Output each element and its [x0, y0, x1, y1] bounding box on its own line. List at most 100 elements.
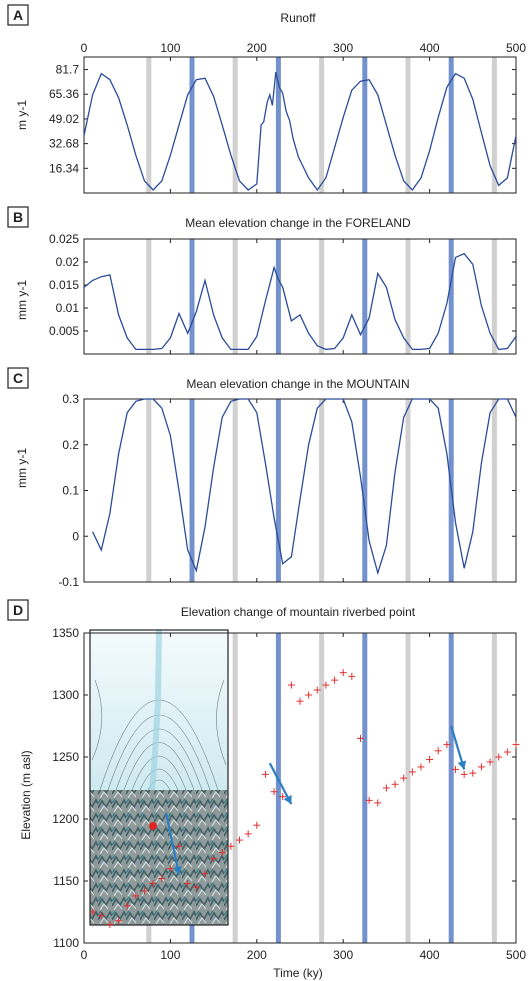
- gray-band-4: [491, 633, 497, 943]
- data-point: [218, 848, 226, 856]
- y-tick-label: 0.015: [49, 278, 79, 292]
- panel-d-label: D: [13, 602, 23, 618]
- data-point: [123, 902, 131, 910]
- data-point: [201, 870, 209, 878]
- panel-d-ylabel: Elevation (m asl): [19, 750, 33, 839]
- panel-d-xlabel: Time (ky): [273, 966, 323, 980]
- data-point: [434, 747, 442, 755]
- panel-b-title: Mean elevation change in the FORELAND: [185, 216, 411, 230]
- blue-band-0: [189, 399, 195, 582]
- data-point: [512, 741, 520, 749]
- panel-a-bands: [146, 57, 497, 193]
- panel-b-foreland-line: [83, 252, 517, 351]
- y-tick-label: 1300: [52, 688, 79, 702]
- data-point: [305, 691, 313, 699]
- data-point: [365, 796, 373, 804]
- x-tick-label: 200: [247, 41, 267, 55]
- panel-c-ylabel: mm y-1: [15, 448, 29, 488]
- panel-a: A Runoff m y-1 0 100 200 300 400 500 16.34 32.6…: [7, 4, 526, 194]
- gray-band-4: [491, 399, 497, 582]
- gray-band-1: [232, 633, 238, 943]
- y-tick-label: 0.02: [56, 255, 80, 269]
- data-point: [97, 912, 105, 920]
- data-point: [192, 883, 200, 891]
- gray-band-1: [232, 399, 238, 582]
- panel-c: C Mean elevation change in the MOUNTAIN …: [7, 367, 517, 589]
- blue-band-3: [448, 633, 454, 943]
- gray-band-3: [405, 57, 411, 193]
- y-tick-label: 0.2: [62, 438, 79, 452]
- data-point: [184, 879, 192, 887]
- panel-d-points: [89, 669, 520, 928]
- data-point: [227, 842, 235, 850]
- blue-band-0: [189, 239, 195, 354]
- inset-riverbed-point: [149, 822, 157, 830]
- blue-band-2: [362, 399, 368, 582]
- y-tick-label: 1250: [52, 750, 79, 764]
- data-point: [261, 770, 269, 778]
- trend-arrow-2: [450, 725, 467, 770]
- data-point: [356, 734, 364, 742]
- gray-band-4: [491, 57, 497, 193]
- data-point: [115, 917, 123, 925]
- data-point: [426, 755, 434, 763]
- panel-b-frame: [83, 238, 517, 355]
- x-tick-label: 0: [81, 948, 88, 962]
- panel-a-title: Runoff: [280, 11, 316, 25]
- trend-arrow-0: [165, 812, 182, 876]
- data-point: [452, 765, 460, 773]
- panel-c-mountain-line: [92, 398, 517, 576]
- data-point: [443, 741, 451, 749]
- data-point: [313, 686, 321, 694]
- panel-d-ticks: 0 100 200 300 400 500 1100 1150 1200 1250 1300 1350: [52, 626, 526, 962]
- panel-b: B Mean elevation change in the FORELAND …: [7, 206, 517, 355]
- gray-band-1: [232, 239, 238, 354]
- blue-band-1: [275, 633, 281, 943]
- panel-a-label-box: [7, 4, 29, 26]
- gray-band-0: [146, 239, 152, 354]
- data-point: [408, 768, 416, 776]
- data-point: [89, 908, 97, 916]
- panel-c-title: Mean elevation change in the MOUNTAIN: [186, 377, 409, 391]
- panel-a-frame: [83, 56, 517, 194]
- x-tick-label: 100: [160, 41, 180, 55]
- panel-d-arrows: [165, 725, 467, 876]
- blue-band-1: [275, 399, 281, 582]
- y-tick-label: 1100: [53, 936, 79, 950]
- panel-a-ticks: 0 100 200 300 400 500 16.34 32.68 49.02 65.36 81.7: [49, 41, 526, 193]
- x-tick-label: 400: [420, 948, 440, 962]
- gray-band-2: [319, 633, 325, 943]
- data-point: [348, 672, 356, 680]
- panel-c-label-box: [7, 367, 29, 389]
- data-point: [149, 879, 157, 887]
- data-point: [106, 920, 114, 928]
- panel-b-ylabel: mm y-1: [15, 280, 29, 320]
- x-tick-label: 100: [160, 948, 180, 962]
- data-point: [175, 842, 183, 850]
- gray-band-1: [232, 57, 238, 193]
- panel-b-label-box: [7, 206, 29, 228]
- panel-c-ticks: -0.1 0 0.1 0.2 0.3: [58, 392, 517, 589]
- panel-a-ylabel: m y-1: [15, 100, 29, 130]
- data-point: [503, 748, 511, 756]
- gray-band-2: [319, 399, 325, 582]
- data-point: [495, 753, 503, 761]
- data-point: [486, 758, 494, 766]
- x-tick-label: 500: [506, 41, 526, 55]
- panel-a-runoff-line: [83, 71, 517, 192]
- data-point: [322, 681, 330, 689]
- gray-band-3: [405, 633, 411, 943]
- panel-b-label: B: [13, 209, 23, 225]
- gray-band-0: [146, 57, 152, 193]
- y-tick-label: 81.7: [56, 63, 80, 77]
- x-tick-label: 400: [420, 41, 440, 55]
- blue-band-1: [275, 239, 281, 354]
- y-tick-label: 0.005: [49, 324, 79, 338]
- blue-band-0: [189, 57, 195, 193]
- gray-band-3: [405, 239, 411, 354]
- gray-band-2: [319, 239, 325, 354]
- panel-a-label: A: [13, 7, 23, 23]
- x-tick-label: 200: [247, 948, 267, 962]
- y-tick-label: 1350: [52, 626, 79, 640]
